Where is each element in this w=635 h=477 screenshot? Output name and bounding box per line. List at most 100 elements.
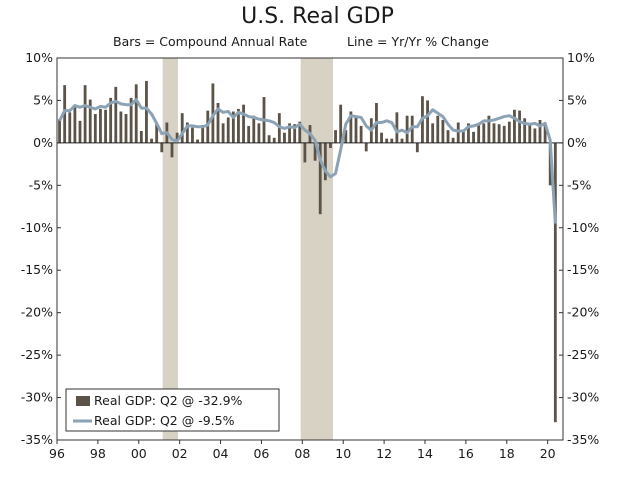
- x-axis: 96 98 00 02 04 06 08 10 12 14 16 18 20: [49, 440, 556, 461]
- gdp-bar: [431, 123, 435, 143]
- gdp-bar: [553, 142, 557, 423]
- gdp-bar: [323, 142, 327, 181]
- y-tick-label-left: -25%: [21, 347, 53, 362]
- gdp-bar: [482, 123, 486, 143]
- x-tick-label: 12: [376, 446, 392, 461]
- x-tick-label: 98: [90, 446, 106, 461]
- gdp-bar: [461, 130, 465, 143]
- gdp-bar: [119, 111, 123, 143]
- chart-subtitle-line: Line = Yr/Yr % Change: [347, 34, 489, 49]
- gdp-bar: [129, 97, 133, 143]
- gdp-bar: [109, 97, 113, 143]
- gdp-bar: [339, 104, 343, 143]
- gdp-bar: [329, 142, 332, 148]
- gdp-bar: [293, 124, 297, 143]
- x-tick-label: 20: [540, 446, 556, 461]
- x-tick-label: 08: [294, 446, 310, 461]
- gdp-bar: [180, 113, 184, 143]
- gdp-bar: [231, 111, 235, 143]
- gdp-bar: [426, 100, 429, 143]
- gdp-bar: [206, 110, 210, 143]
- x-tick-label: 02: [172, 446, 188, 461]
- gdp-bar: [196, 139, 199, 143]
- plot-frame: [56, 57, 564, 441]
- gdp-bar: [507, 121, 511, 143]
- gdp-bar: [528, 123, 532, 143]
- gdp-bar: [134, 84, 138, 143]
- y-tick-label-right: -15%: [567, 262, 599, 277]
- gdp-bar: [88, 99, 92, 143]
- gdp-bar: [518, 110, 521, 143]
- y-tick-label-left: -35%: [21, 432, 53, 447]
- gdp-bar: [83, 85, 87, 143]
- gdp-bar: [456, 122, 460, 143]
- gdp-bar: [99, 108, 102, 143]
- y-axis-right: 10% 5% 0% -5% -10% -15% -20% -25% -30% -35%: [559, 50, 599, 447]
- gdp-bar: [257, 123, 261, 143]
- gdp-bar: [139, 131, 143, 143]
- y-tick-label-right: -30%: [567, 390, 599, 405]
- gdp-bar: [451, 137, 455, 143]
- gdp-bar: [523, 118, 527, 143]
- y-tick-label-right: 5%: [567, 92, 587, 107]
- legend-bar-label: Real GDP: Q2 @ -32.9%: [94, 393, 243, 408]
- gdp-bar: [226, 117, 230, 143]
- gdp-bar: [237, 108, 240, 143]
- y-tick-label-right: 0%: [567, 135, 587, 150]
- y-tick-label-left: 5%: [33, 92, 53, 107]
- gdp-bar: [497, 124, 501, 143]
- gdp-bar: [538, 119, 542, 143]
- recession-band: [162, 58, 179, 440]
- gdp-bar: [73, 105, 77, 143]
- gdp-bar: [150, 138, 153, 143]
- recession-shading: [162, 58, 333, 440]
- gdp-bar: [395, 112, 399, 143]
- x-tick-label: 14: [417, 446, 433, 461]
- y-tick-label-left: 10%: [25, 50, 53, 65]
- y-axis-left: 10% 5% 0% -5% -10% -15% -20% -25% -30% -35%: [21, 50, 61, 447]
- gdp-bar: [267, 135, 271, 143]
- gdp-bar: [385, 138, 389, 143]
- y-tick-label-left: 0%: [33, 135, 53, 150]
- gdp-bar: [318, 142, 322, 215]
- y-tick-label-left: -5%: [29, 177, 53, 192]
- x-tick-label: 96: [49, 446, 65, 461]
- y-tick-label-right: -20%: [567, 305, 599, 320]
- y-tick-label-left: -10%: [21, 220, 53, 235]
- gdp-bar: [354, 117, 358, 143]
- x-tick-label: 04: [213, 446, 229, 461]
- y-tick-label-right: -10%: [567, 220, 599, 235]
- gdp-bar: [211, 83, 215, 143]
- gdp-bar: [114, 86, 118, 143]
- gdp-bar: [405, 115, 409, 143]
- gdp-bar: [175, 132, 179, 143]
- y-tick-label-left: -30%: [21, 390, 53, 405]
- gdp-bar: [303, 142, 307, 163]
- gdp-bar: [477, 124, 481, 143]
- x-tick-label: 16: [458, 446, 474, 461]
- gdp-bar: [145, 80, 148, 143]
- gdp-bar: [78, 120, 82, 143]
- gdp-bar: [533, 128, 537, 143]
- x-tick-label: 00: [131, 446, 147, 461]
- gdp-bar: [68, 112, 72, 143]
- y-tick-label-left: -15%: [21, 262, 53, 277]
- gdp-bar: [543, 122, 547, 143]
- gdp-bar: [191, 127, 194, 143]
- y-tick-label-right: 10%: [567, 50, 595, 65]
- gdp-bar: [272, 137, 276, 143]
- gdp-bar: [436, 115, 440, 143]
- gdp-bar: [380, 132, 383, 143]
- x-tick-label: 10: [335, 446, 351, 461]
- gdp-bar: [359, 125, 363, 143]
- recession-band: [300, 58, 333, 440]
- y-tick-label-right: -5%: [567, 177, 591, 192]
- x-tick-label: 18: [499, 446, 515, 461]
- legend-bar-swatch: [76, 396, 90, 406]
- gdp-bar: [288, 123, 291, 143]
- gdp-bar: [344, 130, 348, 143]
- legend: Real GDP: Q2 @ -32.9% Real GDP: Q2 @ -9.…: [65, 388, 280, 432]
- chart-subtitle-bars: Bars = Compound Annual Rate: [113, 34, 308, 49]
- gdp-bar: [58, 119, 61, 143]
